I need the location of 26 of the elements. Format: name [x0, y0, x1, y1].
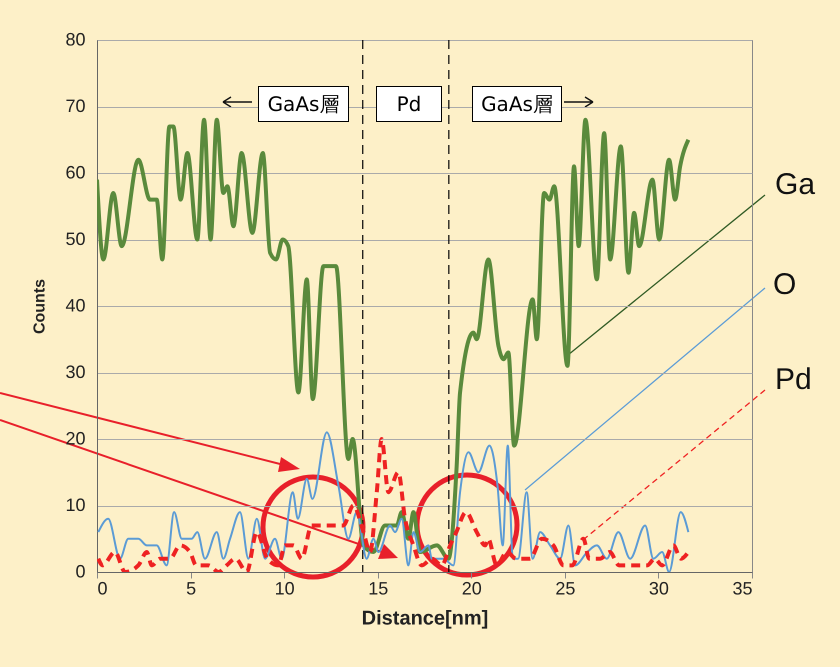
- y-axis-title: Counts: [31, 278, 48, 334]
- y-tick-label: 80: [65, 30, 86, 50]
- text: O: [773, 268, 796, 302]
- y-tick-label: 70: [65, 96, 86, 116]
- x-axis-title: Distance[nm]: [362, 608, 488, 630]
- x-tick-label: 30: [648, 578, 669, 598]
- text: Pd: [775, 363, 812, 397]
- x-tick-label: 25: [555, 578, 576, 598]
- y-tick-label: 60: [65, 162, 86, 182]
- x-tick-label: 5: [186, 578, 196, 598]
- annotation: GaAs層: [258, 86, 349, 122]
- y-tick-label: 10: [65, 495, 86, 515]
- annotation: Pd: [376, 86, 442, 122]
- y-tick-label: 30: [65, 362, 86, 382]
- x-tick-label: 10: [274, 578, 295, 598]
- x-tick-label: 35: [732, 578, 752, 598]
- annotation: GaAs層: [472, 86, 562, 122]
- x-tick-label: 20: [462, 578, 482, 598]
- y-tick-label: 50: [65, 229, 86, 249]
- y-tick-label: 40: [65, 296, 86, 316]
- y-tick-label: 0: [75, 562, 86, 582]
- text: Ga: [775, 168, 816, 202]
- line-series: [97, 118, 690, 561]
- y-tick-label: 20: [65, 428, 86, 448]
- x-tick-label: 0: [98, 578, 108, 598]
- x-tick-label: 15: [368, 578, 388, 598]
